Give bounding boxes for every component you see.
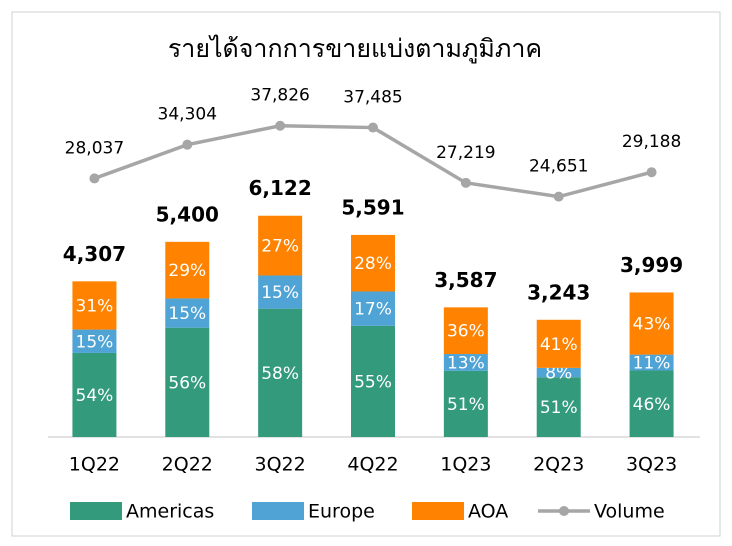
total-label: 6,122 [249, 176, 312, 200]
legend-label: AOA [468, 501, 508, 523]
bar-segment [258, 308, 303, 437]
total-label: 3,999 [620, 253, 683, 277]
bar-segment [536, 377, 581, 437]
segment-label: 55% [354, 372, 392, 392]
x-tick-label: 3Q22 [255, 454, 306, 476]
bar-segment [536, 319, 581, 368]
segment-label: 8% [545, 364, 572, 384]
total-label: 5,400 [156, 202, 219, 226]
x-tick-label: 1Q23 [440, 454, 491, 476]
volume-point [646, 167, 657, 178]
bar-segment [72, 329, 117, 353]
total-label: 4,307 [63, 242, 126, 266]
x-tick-label: 2Q23 [533, 454, 584, 476]
segment-label: 15% [261, 283, 299, 303]
volume-label: 37,826 [250, 86, 309, 106]
total-label: 3,243 [527, 280, 590, 304]
bar-segment [351, 291, 395, 326]
legend-label: Americas [126, 501, 214, 523]
volume-label: 34,304 [158, 105, 217, 125]
volume-point [182, 139, 193, 150]
segment-label: 11% [633, 354, 671, 374]
bar-segment [165, 298, 210, 328]
volume-point [89, 173, 100, 184]
segment-label: 17% [354, 300, 392, 320]
total-label: 3,587 [434, 268, 497, 292]
volume-label: 37,485 [343, 88, 402, 108]
volume-label: 24,651 [529, 157, 588, 177]
chart-title: รายได้จากการขายแบ่งตามภูมิภาค [168, 34, 542, 64]
segment-label: 54% [76, 386, 114, 406]
bar-segment [165, 241, 210, 299]
bar-segment [629, 354, 674, 371]
segment-label: 58% [261, 364, 299, 384]
legend-swatch [252, 502, 304, 520]
bar-segment [351, 325, 395, 437]
bar-segment [165, 327, 210, 437]
bar-segment [536, 367, 581, 378]
volume-label: 27,219 [436, 143, 495, 163]
volume-label: 29,188 [622, 132, 681, 152]
bar-segment [629, 292, 674, 355]
volume-point [460, 177, 471, 188]
bar-segment [443, 307, 488, 355]
x-tick-label: 3Q23 [626, 454, 677, 476]
segment-label: 36% [447, 322, 485, 342]
segment-label: 41% [540, 335, 578, 355]
x-tick-label: 2Q22 [162, 454, 213, 476]
segment-label: 28% [354, 254, 392, 274]
x-tick-label: 4Q22 [347, 454, 398, 476]
bar-segment [72, 352, 117, 437]
legend-label: Europe [308, 501, 375, 523]
segment-label: 15% [168, 304, 206, 324]
bar-segment [258, 215, 303, 276]
segment-label: 51% [540, 398, 578, 418]
total-label: 5,591 [341, 195, 404, 219]
volume-point [553, 191, 564, 202]
legend-swatch [70, 502, 122, 520]
segment-label: 31% [76, 296, 114, 316]
bar-segment [443, 370, 488, 437]
segment-label: 46% [633, 395, 671, 415]
legend-label: Volume [594, 501, 665, 523]
segment-label: 13% [447, 353, 485, 373]
bar-segment [443, 354, 488, 371]
legend-swatch [412, 502, 464, 520]
segment-label: 27% [261, 237, 299, 257]
segment-label: 51% [447, 395, 485, 415]
segment-label: 29% [168, 261, 206, 281]
legend-marker [559, 506, 569, 516]
bar-segment [629, 370, 674, 437]
volume-label: 28,037 [65, 138, 124, 158]
volume-point [275, 120, 286, 131]
bar-segment [72, 281, 117, 330]
bar-segment [351, 234, 395, 292]
segment-label: 56% [168, 373, 206, 393]
x-tick-label: 1Q22 [69, 454, 120, 476]
bar-segment [258, 275, 303, 309]
volume-point [368, 122, 378, 133]
segment-label: 43% [633, 315, 671, 335]
segment-label: 15% [76, 332, 114, 352]
